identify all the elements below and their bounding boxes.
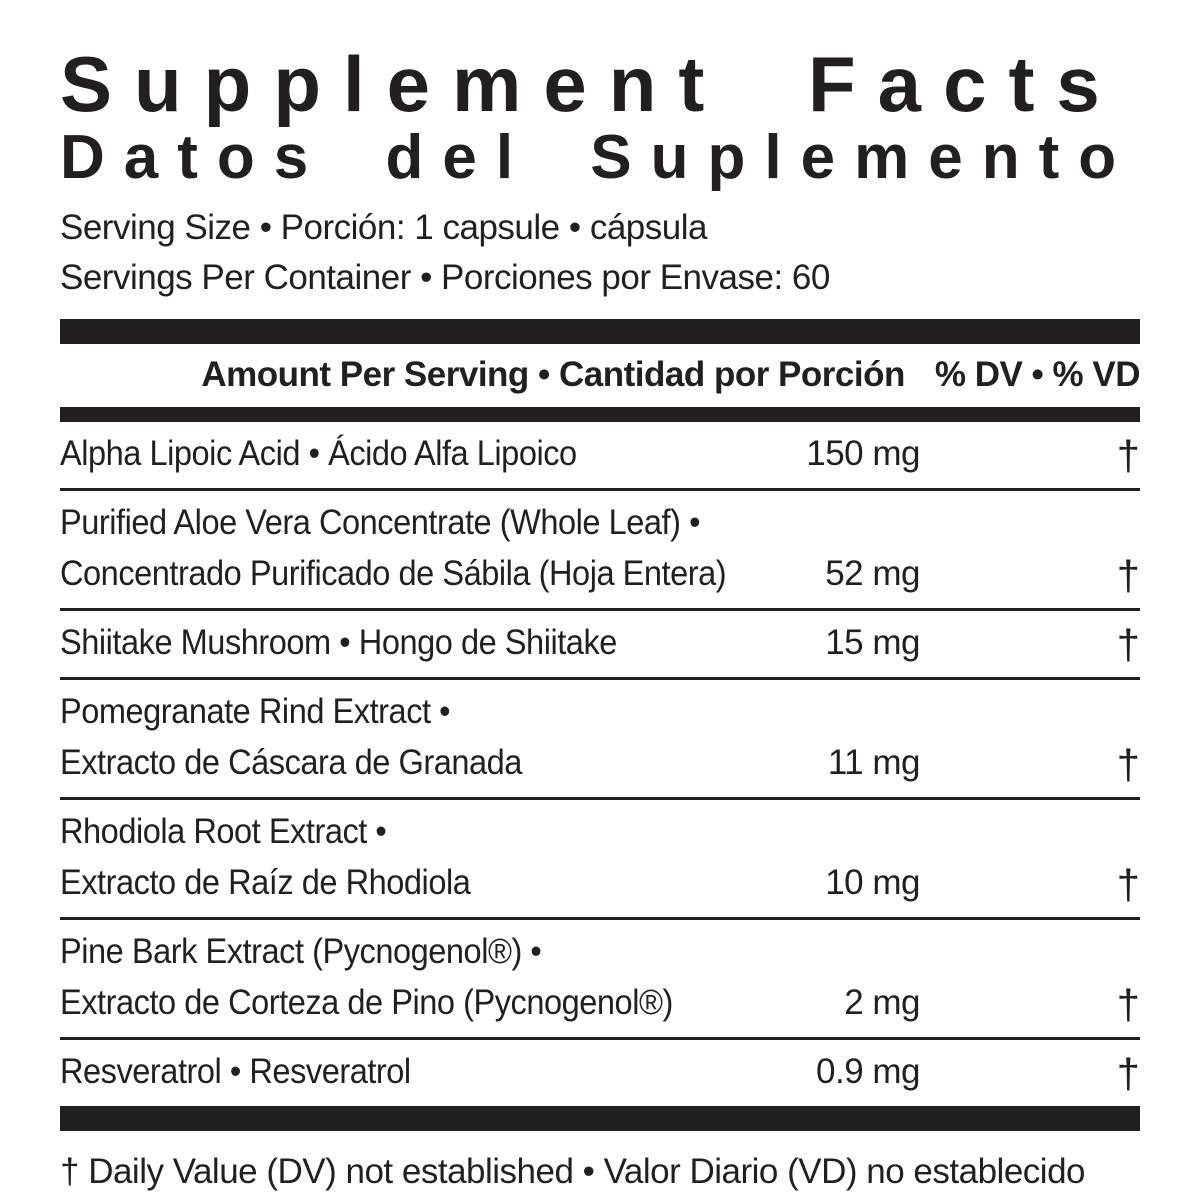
table-row: Alpha Lipoic Acid • Ácido Alfa Lipoico 1…: [60, 422, 1140, 492]
ingredient-amount: 0.9 mg: [816, 1052, 921, 1092]
ingredient-dv: †: [1116, 621, 1140, 669]
ingredient-name: Resveratrol • Resveratrol: [60, 1052, 411, 1092]
ingredient-amount: 2 mg: [844, 983, 920, 1023]
title-spanish: Datos del Suplemento: [60, 123, 1136, 193]
divider-bar-bottom: [60, 1106, 1140, 1132]
serving-info: Serving Size • Porción: 1 capsule • cáps…: [60, 203, 1140, 303]
ingredient-name: Pine Bark Extract (Pycnogenol®) • Extract…: [60, 932, 673, 1023]
ingredient-dv: †: [1116, 552, 1140, 600]
ingredient-dv: †: [1116, 981, 1140, 1029]
ingredient-amount: 11 mg: [827, 743, 921, 783]
ingredient-name: Rhodiola Root Extract • Extracto de Raíz …: [60, 812, 471, 903]
ingredient-name: Alpha Lipoic Acid • Ácido Alfa Lipoico: [60, 434, 577, 474]
daily-value-header: % DV • % VD: [934, 355, 1141, 395]
divider-bar-top: [60, 319, 1140, 345]
table-row: Rhodiola Root Extract • Extracto de Raíz …: [60, 800, 1140, 921]
daily-value-footnote: † Daily Value (DV) not established • Val…: [60, 1152, 1086, 1192]
facts-table-body: Alpha Lipoic Acid • Ácido Alfa Lipoico 1…: [60, 422, 1140, 1106]
ingredient-amount: 15 mg: [825, 623, 920, 663]
table-row: Resveratrol • Resveratrol 0.9 mg †: [60, 1040, 1140, 1106]
table-row: Pomegranate Rind Extract • Extracto de Cá…: [60, 680, 1140, 801]
ingredient-name: Purified Aloe Vera Concentrate (Whole Le…: [60, 503, 727, 594]
ingredient-amount: 10 mg: [825, 863, 920, 903]
table-header: Amount Per Serving • Cantidad por Porció…: [60, 344, 1140, 407]
ingredient-dv: †: [1116, 432, 1140, 480]
ingredient-dv: †: [1116, 741, 1140, 789]
ingredient-amount: 150 mg: [806, 434, 920, 474]
amount-per-serving-header: Amount Per Serving • Cantidad por Porció…: [201, 355, 905, 395]
ingredient-dv: †: [1116, 1050, 1140, 1098]
supplement-facts-label: Supplement Facts Datos del Suplemento Se…: [60, 40, 1141, 1197]
ingredient-dv: †: [1116, 861, 1140, 909]
ingredient-amount: 52 mg: [825, 554, 920, 594]
ingredient-name: Shiitake Mushroom • Hongo de Shiitake: [60, 623, 617, 663]
divider-bar-header: [60, 407, 1140, 423]
serving-size-line: Serving Size • Porción: 1 capsule • cáps…: [60, 208, 707, 248]
table-row: Purified Aloe Vera Concentrate (Whole Le…: [60, 491, 1140, 612]
table-row: Pine Bark Extract (Pycnogenol®) • Extract…: [60, 920, 1140, 1041]
table-row: Shiitake Mushroom • Hongo de Shiitake 15…: [60, 611, 1140, 681]
ingredient-name: Pomegranate Rind Extract • Extracto de Cá…: [60, 692, 522, 783]
title-english: Supplement Facts: [60, 40, 1122, 128]
servings-per-container-line: Servings Per Container • Porciones por E…: [60, 258, 830, 298]
